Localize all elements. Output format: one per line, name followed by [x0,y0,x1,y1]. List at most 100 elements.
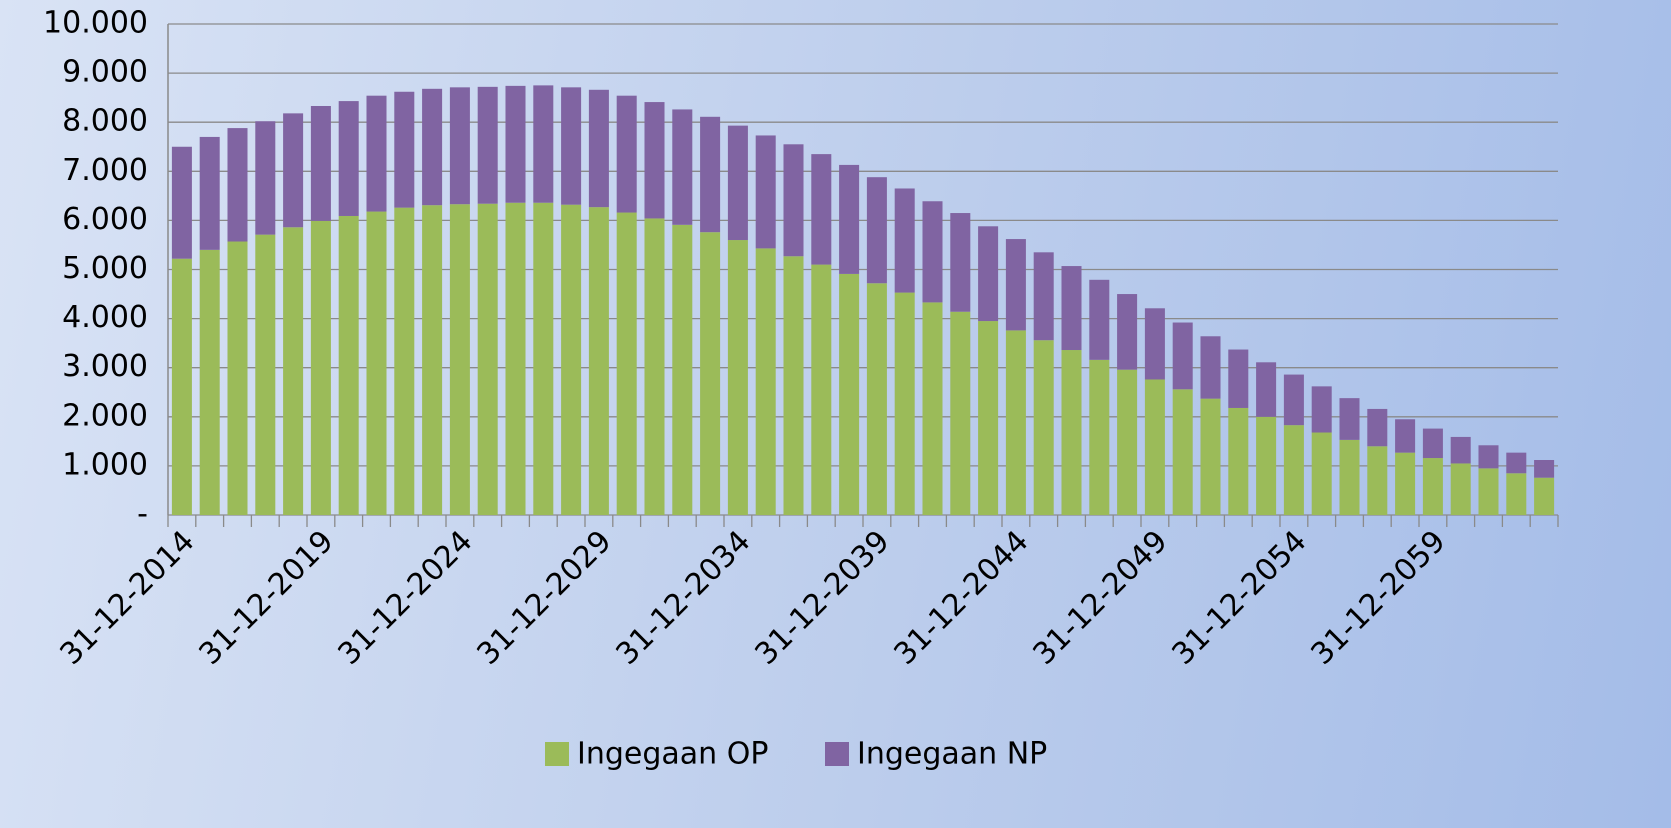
bar-segment [644,218,665,515]
bar-segment [922,201,943,303]
bar-segment [1506,473,1527,515]
bar-segment [533,202,554,515]
bar-segment [1172,322,1193,390]
bar-segment [283,113,304,228]
y-tick-label: 3.000 [62,349,148,384]
bar-segment [783,144,804,257]
bar-segment [950,311,971,515]
legend-label: Ingegaan NP [857,737,1047,772]
x-tick-label: 31-12-2019 [193,524,341,672]
bar-segment [811,154,832,265]
x-tick-label: 31-12-2039 [749,524,897,672]
bar-segment [505,85,526,203]
bar-segment [310,220,331,516]
bar-segment [978,226,999,322]
bar-segment [755,248,776,515]
bar-segment [727,125,748,241]
bar-segment [616,95,637,213]
bar-segment [1172,389,1193,515]
x-tick-label: 31-12-2049 [1027,524,1175,672]
bar-segment [171,258,192,515]
bar-segment [1450,463,1471,515]
y-tick-label: 1.000 [62,447,148,482]
bar-segment [700,116,721,233]
legend-swatch [825,742,849,766]
bar-segment [1005,330,1026,515]
bar-segment [783,256,804,515]
bar-segment [1422,428,1443,459]
y-tick-label: 5.000 [62,251,148,286]
bar-segment [672,224,693,515]
bar-segment [1450,436,1471,464]
bar-segment [1144,379,1165,515]
bar-segment [227,241,248,515]
bar-segment [255,121,276,235]
bar-segment [199,249,220,516]
bar-segment [1061,266,1082,351]
bar-segment [1339,398,1360,440]
bar-segment [588,207,609,515]
bar-segment [1256,362,1277,417]
bar-segment [561,204,582,516]
bar-segment [1367,408,1388,447]
bar-segment [255,234,276,515]
legend-label: Ingegaan OP [577,737,768,772]
bar-segment [1117,369,1138,515]
bar-segment [811,264,832,515]
bar-segment [894,188,915,293]
bar-segment [199,136,220,250]
bar-segment [894,292,915,515]
bar-segment [1478,445,1499,469]
y-tick-label: 4.000 [62,300,148,335]
bar-segment [1395,419,1416,453]
bar-segment [1033,252,1054,341]
bar-segment [394,91,415,208]
y-tick-label: 6.000 [62,202,148,237]
bar-segment [1506,452,1527,474]
x-tick-label: 31-12-2034 [610,524,758,672]
bar-segment [950,213,971,312]
bar-segment [171,146,192,259]
bar-segment [1311,386,1332,433]
bar-segment [1200,398,1221,515]
bar-segment [1311,432,1332,515]
legend-swatch [545,742,569,766]
bar-segment [1117,294,1138,370]
bar-segment [422,88,443,206]
bar-segment [866,283,887,515]
bar-segment [866,177,887,284]
bar-segment [922,302,943,515]
bar-segment [449,204,470,515]
y-tick-label: 8.000 [62,104,148,139]
bar-segment [338,101,359,216]
bar-segment [1395,452,1416,515]
bar-segment [1422,458,1443,515]
x-tick-label: 31-12-2029 [471,524,619,672]
bar-segment [561,87,582,205]
bar-segment [755,135,776,249]
bar-segment [283,227,304,516]
bar-segment [310,105,331,221]
bar-segment [338,215,359,515]
bar-segment [533,85,554,203]
bar-segment [1005,239,1026,331]
bar-segment [366,211,387,515]
y-tick-label: 10.000 [43,6,148,41]
bar-segment [839,164,860,274]
x-tick-label: 31-12-2024 [332,524,480,672]
y-tick-label: 7.000 [62,153,148,188]
x-tick-label: 31-12-2044 [888,524,1036,672]
bar-segment [727,240,748,516]
y-tick-label: 9.000 [62,55,148,90]
bar-segment [1089,359,1110,515]
bar-segment [1061,350,1082,515]
bar-segment [1033,340,1054,515]
bar-segment [1339,439,1360,515]
bar-segment [588,89,609,208]
bar-segment [227,128,248,242]
bar-segment [422,205,443,515]
bar-segment [672,109,693,225]
bar-segment [1200,336,1221,399]
bar-segment [1144,308,1165,380]
